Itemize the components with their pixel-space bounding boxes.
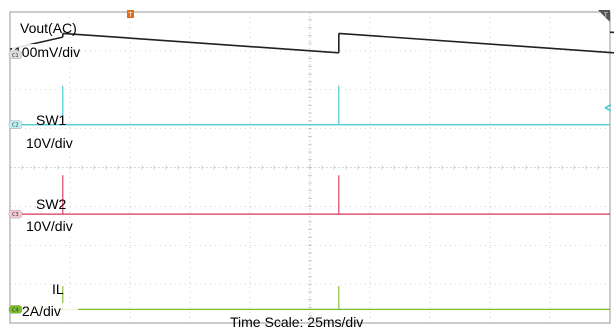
channel-name-c2: SW1 [36,112,67,128]
x-axis-label: Time Scale: 25ms/div [230,314,363,330]
graticule [9,11,611,324]
trigger-position-marker [127,10,134,18]
channel-scale-c3: 10V/div [26,218,73,234]
channel-marker-text-c1: C1 [12,53,19,59]
channel-labels: Vout(AC) 100mV/div SW1 10V/div SW2 10V/div IL 2… [12,20,363,330]
channel-name-c4: IL [52,281,64,297]
channel-scale-c4: 2A/div [22,303,61,319]
channel-scale-c2: 10V/div [26,135,73,151]
label-bg-c2 [24,135,82,151]
channel-name-c3: SW2 [36,196,67,212]
channel-marker-c2 [8,120,23,129]
label-bg-c3 [24,218,82,234]
channel-marker-c3 [8,209,23,219]
label-bg-c1 [12,44,70,60]
channel-marker-text-c4: C4 [12,307,19,313]
waveform-traces [9,31,614,311]
corner-trigger-flag [598,10,610,22]
channel-marker-c1 [8,50,23,59]
trigger-position-text: T [128,12,133,19]
channel-marker-text-c2: C2 [12,123,19,129]
graticule-border [9,11,611,324]
trace-c1 [9,31,614,54]
channel-marker-c4 [8,305,23,314]
label-bg-c4 [20,303,78,319]
corner-trigger-text: T [603,12,608,19]
channel-name-c1: Vout(AC) [20,20,77,36]
channel-scale-c1: 100mV/div [14,44,80,60]
scope-markers: C1 C2 C3 C4 T T [8,10,612,314]
trigger-level-arrow-icon [604,104,612,112]
channel-marker-text-c3: C3 [12,212,19,218]
